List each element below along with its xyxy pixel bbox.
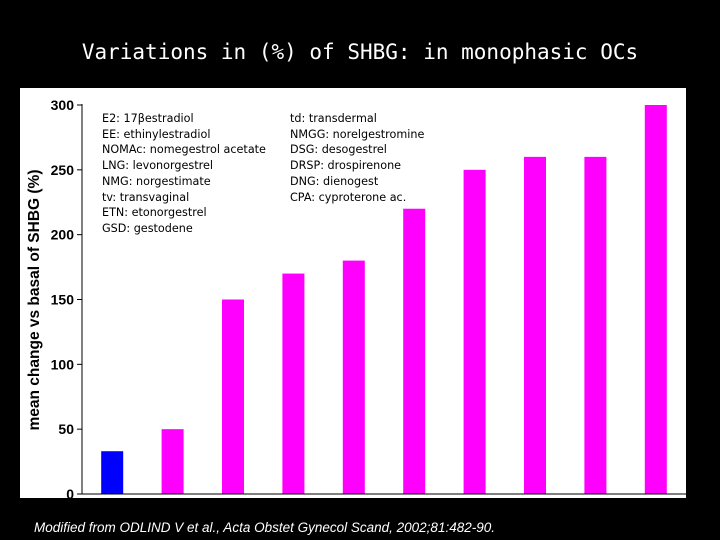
bar-cpa-ee [644, 105, 667, 494]
x-category-label: CPA+EE [642, 501, 670, 509]
legend-left-entry: LNG: levonorgestrel [102, 159, 213, 173]
y-tick-label: 150 [51, 292, 75, 308]
y-tick-label: 50 [58, 421, 74, 437]
x-category-label: LNG+EE [158, 501, 187, 509]
x-category-label: GSD+EE [339, 501, 369, 509]
y-tick-label: 300 [51, 97, 75, 113]
y-tick-label: 0 [66, 486, 74, 502]
y-tick-label: 100 [51, 356, 75, 372]
legend-left-entry: tv: transvaginal [102, 190, 190, 204]
x-category-label: DRSP+EE [518, 501, 552, 509]
bar-td-nmgg-ee [403, 208, 426, 494]
x-category-label: NMG+EE [217, 501, 248, 509]
bar-dsg-ee [463, 169, 486, 495]
bar-gsd-ee [342, 260, 365, 494]
legend-left-entry: GSD: gestodene [102, 221, 193, 235]
legend-right-entry: DRSP: drospirenone [290, 159, 402, 173]
legend-left-entry: EE: ethinylestradiol [102, 127, 211, 141]
bar-dng-ee [584, 156, 607, 494]
y-tick-label: 200 [51, 227, 75, 243]
bar-lng-ee [161, 429, 184, 494]
y-axis-label: mean change vs basal of SHBG (%) [26, 170, 43, 431]
legend-left-entry: ETN: etonorgestrel [102, 206, 207, 220]
legend-right: td: transdermal NMGG: norelgestromine DSG:… [290, 111, 424, 205]
legend-right-entry: DNG: dienogest [290, 174, 379, 188]
legend-left-entry: NOMAc: nomegestrol acetate [102, 143, 266, 157]
legend-right-entry: NMGG: norelgestromine [290, 127, 425, 141]
bar-nmg-ee [222, 299, 244, 494]
x-category-label: DNG+EE [580, 501, 611, 509]
bar-drsp-ee [524, 156, 546, 494]
bar-nomac-e2 [101, 451, 124, 494]
x-category-label: td NMGG+EE [391, 501, 437, 509]
legend-left: E2: 17βestradiol EE: ethinylestradiol NOMA… [102, 111, 266, 237]
x-category-label: NOMAc+E2 [92, 501, 132, 509]
bar-tv-etn-ee [282, 273, 305, 494]
source-footnote: Modified from ODLIND V et al., Acta Obst… [34, 520, 495, 535]
legend-right-entry: CPA: cyproterone ac. [290, 190, 407, 204]
legend-left-entry: E2: 17βestradiol [102, 112, 194, 125]
x-category-label: DSG+EE [460, 501, 490, 509]
legend-right-entry: DSG: desogestrel [290, 143, 387, 157]
slide-title: Variations in (%) of SHBG: in monophasic… [81, 40, 639, 64]
x-category-label: tv ETN+ EE [273, 501, 313, 509]
legend-left-entry: NMG: norgestimate [102, 174, 211, 188]
y-tick-label: 250 [51, 162, 75, 178]
legend-right-entry: td: transdermal [290, 112, 377, 125]
